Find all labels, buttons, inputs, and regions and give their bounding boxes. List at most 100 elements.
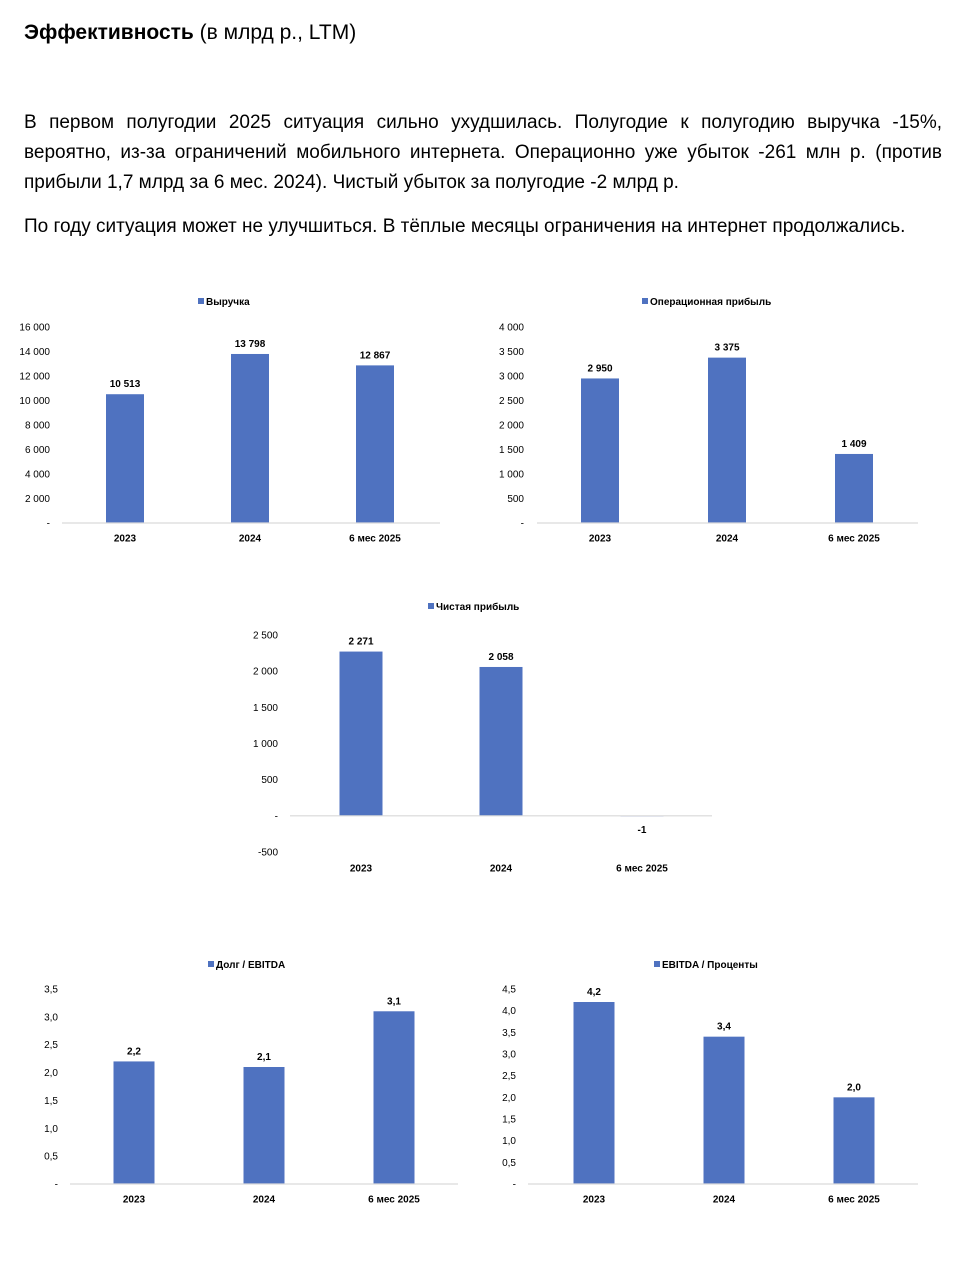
y-tick-label: 4 000 xyxy=(499,323,524,334)
y-tick-label: - xyxy=(47,519,50,530)
bar xyxy=(373,1011,415,1184)
legend-swatch xyxy=(654,961,660,967)
y-tick-label: 4,0 xyxy=(502,1006,516,1017)
x-tick-label: 2024 xyxy=(239,534,262,545)
data-label: -1 xyxy=(638,825,647,836)
legend-swatch xyxy=(198,298,204,304)
bar xyxy=(339,651,383,816)
y-tick-label: 500 xyxy=(507,494,524,505)
y-tick-label: 2,5 xyxy=(502,1071,516,1082)
y-tick-label: - xyxy=(521,519,524,530)
data-label: 2,0 xyxy=(847,1082,861,1093)
legend-label: Долг / EBITDA xyxy=(216,960,285,971)
y-tick-label: 1 000 xyxy=(499,470,524,481)
y-tick-label: 3 000 xyxy=(499,372,524,383)
y-tick-label: 10 000 xyxy=(19,396,50,407)
data-label: 2 950 xyxy=(587,363,612,374)
y-tick-label: 1,5 xyxy=(44,1096,58,1107)
x-tick-label: 6 мес 2025 xyxy=(828,1195,880,1206)
x-tick-label: 2024 xyxy=(716,534,739,545)
legend-swatch xyxy=(428,603,434,609)
x-tick-label: 2024 xyxy=(253,1195,276,1206)
y-tick-label: 2,0 xyxy=(502,1093,516,1104)
bar xyxy=(113,1061,155,1184)
y-tick-label: -500 xyxy=(258,848,278,859)
bar xyxy=(231,353,269,523)
bar xyxy=(356,365,394,523)
x-tick-label: 6 мес 2025 xyxy=(828,534,880,545)
y-tick-label: 2 000 xyxy=(499,421,524,432)
y-tick-label: 1,0 xyxy=(44,1124,58,1135)
x-tick-label: 6 мес 2025 xyxy=(349,534,401,545)
legend-label: Выручка xyxy=(206,297,250,308)
paragraph-1: В первом полугодии 2025 ситуация сильно … xyxy=(24,112,942,193)
data-label: 1 409 xyxy=(841,439,866,450)
x-tick-label: 2023 xyxy=(589,534,612,545)
data-label: 2 271 xyxy=(348,637,373,648)
paragraph-2: По году ситуация может не улучшиться. В … xyxy=(24,216,906,237)
bar xyxy=(581,378,619,523)
x-tick-label: 2023 xyxy=(350,864,373,875)
y-tick-label: 1 500 xyxy=(499,445,524,456)
data-label: 2,1 xyxy=(257,1052,271,1063)
bar xyxy=(708,357,746,523)
y-tick-label: 3,0 xyxy=(502,1050,516,1061)
page-title-rest: (в млрд р., LTM) xyxy=(193,21,357,44)
legend: Выручка xyxy=(198,297,250,308)
y-tick-label: 500 xyxy=(261,775,278,786)
y-tick-label: 2,0 xyxy=(44,1068,58,1079)
y-tick-label: 2,5 xyxy=(44,1040,58,1051)
legend-label: Операционная прибыль xyxy=(650,296,771,308)
y-tick-label: 3,5 xyxy=(502,1028,516,1039)
legend: EBITDA / Проценты xyxy=(654,960,758,971)
data-label: 12 867 xyxy=(360,350,391,361)
y-tick-label: 3 500 xyxy=(499,347,524,358)
y-tick-label: 8 000 xyxy=(25,421,50,432)
y-tick-label: 16 000 xyxy=(19,323,50,334)
data-label: 2 058 xyxy=(488,652,513,663)
y-tick-label: 0,5 xyxy=(44,1152,58,1163)
bar xyxy=(835,453,873,523)
y-tick-label: 3,5 xyxy=(44,985,58,996)
data-label: 2,2 xyxy=(127,1046,141,1057)
x-tick-label: 6 мес 2025 xyxy=(368,1195,420,1206)
y-tick-label: 14 000 xyxy=(19,347,50,358)
legend-label: EBITDA / Проценты xyxy=(662,960,758,971)
data-label: 10 513 xyxy=(110,379,141,390)
y-tick-label: 1 000 xyxy=(253,739,278,750)
legend-swatch xyxy=(642,298,648,304)
x-tick-label: 2024 xyxy=(490,864,513,875)
y-tick-label: 2 000 xyxy=(253,667,278,678)
bar xyxy=(573,1002,615,1184)
y-tick-label: 1,0 xyxy=(502,1136,516,1147)
data-label: 3,1 xyxy=(387,996,401,1007)
y-tick-label: 6 000 xyxy=(25,445,50,456)
x-tick-label: 2023 xyxy=(123,1195,146,1206)
legend-swatch xyxy=(208,961,214,967)
data-label: 3,4 xyxy=(717,1022,731,1033)
legend-label: Чистая прибыль xyxy=(436,601,519,613)
bar xyxy=(479,666,523,816)
data-label: 3 375 xyxy=(714,343,739,354)
legend: Чистая прибыль xyxy=(428,601,519,613)
page-title-bold: Эффективность xyxy=(24,21,194,44)
y-tick-label: - xyxy=(513,1180,516,1191)
bar xyxy=(833,1097,875,1184)
y-tick-label: 1,5 xyxy=(502,1115,516,1126)
y-tick-label: 2 000 xyxy=(25,494,50,505)
x-tick-label: 2024 xyxy=(713,1195,736,1206)
legend: Долг / EBITDA xyxy=(208,960,285,971)
y-tick-label: - xyxy=(55,1180,58,1191)
legend: Операционная прибыль xyxy=(642,296,771,308)
x-tick-label: 2023 xyxy=(583,1195,606,1206)
x-tick-label: 2023 xyxy=(114,534,137,545)
bar xyxy=(703,1036,745,1184)
y-tick-label: 4 000 xyxy=(25,470,50,481)
y-tick-label: 4,5 xyxy=(502,985,516,996)
bar xyxy=(243,1067,285,1184)
